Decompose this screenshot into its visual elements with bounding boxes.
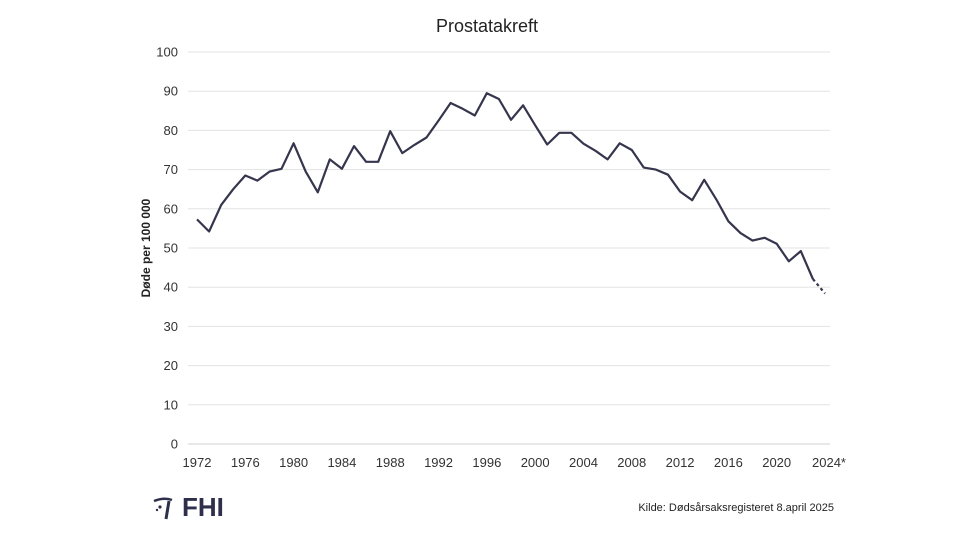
x-tick-label: 2000 [521, 455, 550, 470]
series-line [196, 92, 814, 280]
x-tick-label: 2020 [762, 455, 791, 470]
y-tick-label: 40 [164, 280, 178, 295]
x-tick-label: 2008 [617, 455, 646, 470]
x-tick-label: 1976 [231, 455, 260, 470]
series-line-projected [812, 278, 826, 295]
y-axis-label: Døde per 100 000 [139, 198, 153, 297]
source-note: Kilde: Dødsårsaksregisteret 8.april 2025 [638, 502, 834, 514]
x-tick-label: 2004 [569, 455, 598, 470]
y-tick-label: 20 [164, 358, 178, 373]
x-tick-label: 2012 [666, 455, 695, 470]
x-tick-label: 1980 [279, 455, 308, 470]
y-tick-label: 60 [164, 201, 178, 216]
chart-title: Prostatakreft [436, 16, 538, 36]
y-tick-label: 0 [171, 437, 178, 452]
y-tick-label: 90 [164, 84, 178, 99]
y-tick-label: 10 [164, 397, 178, 412]
fhi-logo-icon [153, 496, 173, 519]
x-tick-label: 1996 [472, 455, 501, 470]
x-tick-label: 1988 [376, 455, 405, 470]
x-tick-label: 1984 [327, 455, 356, 470]
fhi-logo-text: FHI [182, 492, 224, 522]
x-tick-label: 1972 [183, 455, 212, 470]
y-tick-label: 100 [156, 45, 178, 60]
y-tick-label: 80 [164, 123, 178, 138]
x-tick-label: 2016 [714, 455, 743, 470]
y-tick-label: 50 [164, 241, 178, 256]
x-tick-label: 1992 [424, 455, 453, 470]
x-tick-label: 2024* [812, 455, 846, 470]
y-tick-label: 30 [164, 319, 178, 334]
fhi-logo: FHI [152, 492, 224, 523]
y-tick-label: 70 [164, 162, 178, 177]
